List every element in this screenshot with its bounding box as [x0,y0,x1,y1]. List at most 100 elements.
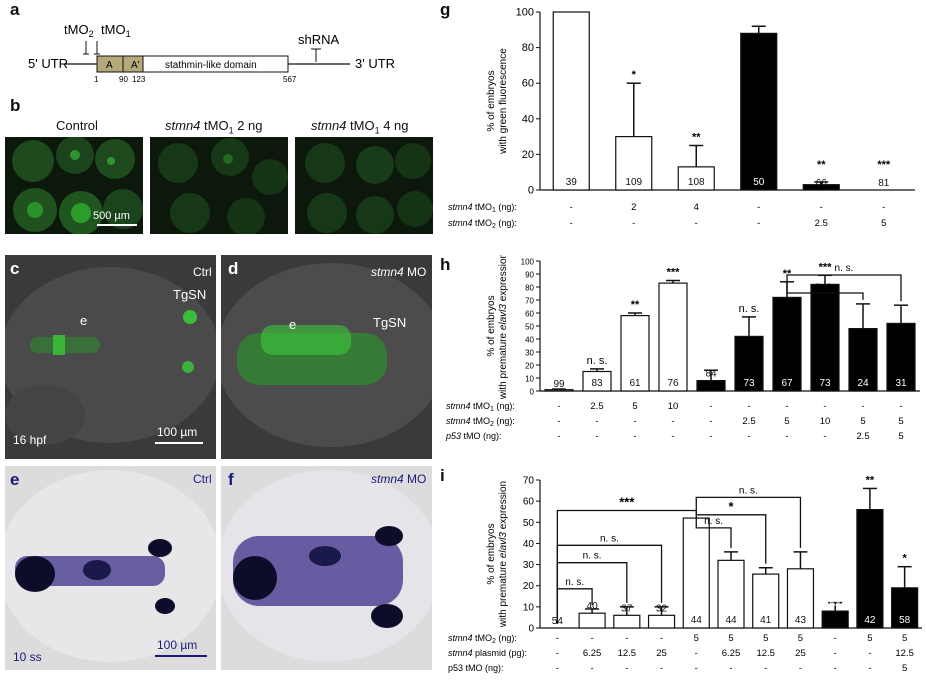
condition-value-i: 12.5 [756,648,775,659]
bar-h [696,379,726,392]
y-tick-label-i: 20 [523,581,535,592]
condition-value-h: 5 [898,416,903,427]
tmo1-label: tMO1 [101,22,131,39]
n-label-h: 67 [781,378,793,389]
scale-bar-c: 100 µm [157,425,198,439]
bar-h [620,314,650,392]
y-tick-label-h: 30 [525,349,534,358]
bracket-label-i: n. s. [600,533,619,544]
comparison-bracket-i [695,496,802,548]
y-tick-label-h: 80 [525,284,534,293]
bar-h [848,327,878,392]
chart-h: 0 10 20 30 40 50 60 70 80 90 100 % of embryoswith p… [445,255,920,442]
condition-value-i: 12.5 [895,648,914,659]
bar-i [856,508,884,629]
condition-value-h: - [785,431,788,442]
bar-i [682,517,710,629]
label-mo-d: stmn4 MO [371,265,427,279]
chart-g: 0 20 40 60 80 100 % of embryoswith green fluor… [448,7,915,230]
bracket-label-i: n. s. [704,516,723,527]
condition-value-h: 2.5 [742,416,755,427]
n-label-h: 73 [819,378,831,389]
n-label-g: 39 [566,177,578,188]
label-tmo1-2ng: stmn4 tMO1 2 ng [165,118,263,136]
y-axis-label-i: % of embryoswith premature elavl3 expres… [486,481,509,628]
condition-value-h: - [823,431,826,442]
chart-i: 0 10 20 30 40 50 60 70 % of embryoswith prematur… [448,474,922,674]
gene-schematic: 5' UTR 3' UTR A A' stathmin-like domain … [28,22,395,84]
label-e-d: e [289,317,297,332]
n-label-h: 84 [705,369,717,380]
condition-value-i: - [834,648,837,659]
comparison-bracket-i [695,514,767,564]
label-ctrl-e: Ctrl [193,472,212,486]
condition-value-i: - [556,663,559,674]
condition-value-i: - [868,648,871,659]
significance-label-h: *** [819,261,833,273]
condition-value-h: - [633,431,636,442]
condition-value-h: 5 [898,431,903,442]
condition-value-i: - [729,663,732,674]
scale-bar-b: 500 µm [93,210,130,222]
panel-letter-g: g [440,0,451,19]
panel-letter-c: c [10,259,20,278]
label-control: Control [56,118,98,133]
three-utr-label: 3' UTR [355,56,395,71]
condition-value-g: - [882,202,885,213]
condition-value-h: - [709,416,712,427]
bar-h [886,322,916,392]
bar-i [613,614,641,629]
significance-label-h: n. s. [739,303,760,315]
bar-i [717,559,745,629]
comparison-bracket-h [786,277,864,300]
y-tick-label-i: 30 [523,560,535,571]
panel-letter-h: h [440,255,451,274]
box-a-label: A [106,60,113,71]
significance-label-g: ** [692,132,701,144]
y-tick-label-h: 0 [530,388,535,397]
condition-label-h: stmn4 tMO1 (ng): [446,401,515,413]
bar-h [772,296,802,392]
n-label-g: 108 [688,177,705,188]
condition-value-i: - [799,663,802,674]
condition-label-g: stmn4 tMO1 (ng): [448,202,517,214]
tmo2-marker [83,41,89,55]
condition-value-g: - [757,218,760,229]
bracket-label-h: n. s. [835,263,854,274]
n-label-h: 99 [553,379,565,390]
label-mo-f: stmn4 MO [371,472,427,486]
significance-label-h: n. s. [587,355,608,367]
bar-i [647,614,676,629]
condition-value-h: - [747,401,750,412]
shrna-marker [311,48,321,62]
y-tick-label-g: 20 [522,149,534,161]
n-label-i: 54 [830,599,842,610]
five-utr-label: 5' UTR [28,56,68,71]
tmo1-marker [94,41,100,55]
bar-h [810,283,840,392]
y-tick-label-h: 10 [525,375,534,384]
n-label-g: 50 [753,177,765,188]
condition-value-h: 10 [668,401,679,412]
bracket-label-i: n. s. [739,485,758,496]
condition-value-h: - [709,431,712,442]
condition-value-i: 5 [728,633,733,644]
condition-value-g: 5 [881,218,886,229]
significance-label-g: ** [817,159,826,171]
condition-value-i: - [625,663,628,674]
condition-value-g: - [820,202,823,213]
n-label-g: 81 [878,178,890,189]
condition-value-h: 5 [632,401,637,412]
bar-i [786,568,815,629]
label-tgsn-d: TgSN [373,315,407,330]
condition-label-i: stmn4 tMO2 (ng): [448,633,517,645]
y-tick-label-h: 50 [525,323,534,332]
condition-value-h: 10 [820,416,831,427]
significance-label-i: ** [866,474,875,486]
tmo2-label: tMO2 [64,22,94,39]
condition-value-h: - [595,416,598,427]
bar-h [658,282,688,392]
condition-value-h: - [557,431,560,442]
box-a2-label: A' [131,60,140,71]
n-label-h: 76 [667,378,679,389]
